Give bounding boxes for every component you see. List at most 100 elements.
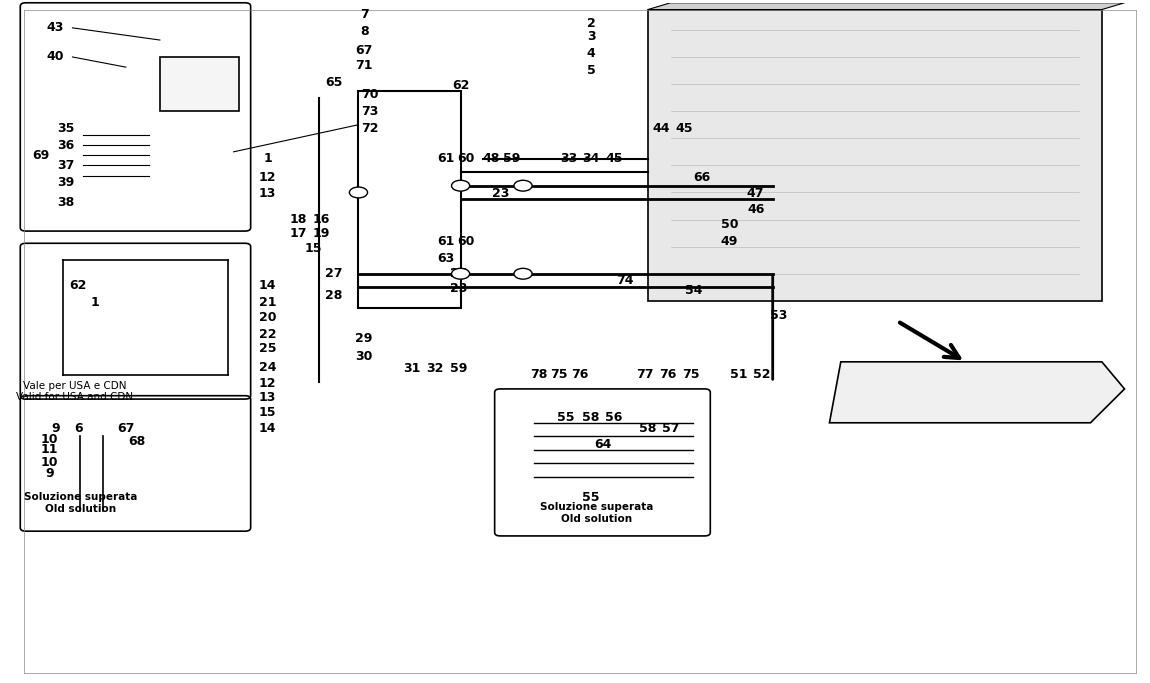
Text: 30: 30 — [355, 350, 373, 363]
Text: 73: 73 — [361, 104, 378, 117]
Text: 12: 12 — [259, 171, 276, 184]
Polygon shape — [647, 3, 1125, 10]
Text: 53: 53 — [769, 309, 787, 322]
Text: 56: 56 — [605, 411, 622, 424]
Text: 12: 12 — [259, 377, 276, 390]
Text: Valid for USA and CDN: Valid for USA and CDN — [16, 392, 133, 402]
Text: 61: 61 — [437, 152, 454, 165]
Text: 75: 75 — [682, 367, 699, 380]
Text: 67: 67 — [117, 421, 135, 434]
Text: 71: 71 — [355, 59, 373, 72]
Text: 66: 66 — [693, 171, 711, 184]
Text: 23: 23 — [492, 187, 509, 200]
Text: 55: 55 — [558, 411, 575, 424]
Text: 36: 36 — [58, 139, 75, 152]
Text: 14: 14 — [259, 421, 276, 434]
Text: 18: 18 — [290, 213, 307, 226]
Text: 45: 45 — [605, 152, 622, 165]
Text: 62: 62 — [452, 79, 469, 92]
Text: 45: 45 — [675, 122, 693, 135]
Text: 9: 9 — [51, 421, 60, 434]
Circle shape — [452, 180, 469, 191]
Text: 24: 24 — [259, 361, 276, 374]
Text: 28: 28 — [324, 289, 343, 302]
Text: 23: 23 — [450, 282, 467, 295]
Text: 15: 15 — [259, 406, 276, 419]
Text: 19: 19 — [313, 227, 330, 240]
Text: Old solution: Old solution — [561, 514, 632, 524]
Text: 31: 31 — [404, 362, 421, 375]
Text: 10: 10 — [41, 456, 59, 469]
Text: 62: 62 — [69, 279, 87, 292]
Text: 77: 77 — [636, 367, 653, 380]
Circle shape — [514, 268, 532, 279]
Text: 39: 39 — [58, 176, 75, 189]
Text: 51: 51 — [730, 367, 748, 380]
Text: 37: 37 — [58, 159, 75, 172]
Text: 60: 60 — [458, 152, 475, 165]
Text: 68: 68 — [129, 435, 146, 448]
Text: 1: 1 — [263, 152, 273, 165]
Text: 61: 61 — [437, 235, 454, 248]
Polygon shape — [829, 362, 1125, 423]
Text: 10: 10 — [41, 433, 59, 446]
Text: 46: 46 — [748, 203, 765, 216]
Text: 49: 49 — [721, 235, 738, 248]
Text: 27: 27 — [324, 267, 343, 280]
Text: 44: 44 — [653, 122, 670, 135]
Text: 32: 32 — [426, 362, 443, 375]
Text: 65: 65 — [324, 76, 343, 89]
Text: 8: 8 — [360, 25, 368, 38]
Text: 55: 55 — [582, 491, 600, 504]
Text: 50: 50 — [721, 219, 738, 232]
Text: 76: 76 — [572, 367, 589, 380]
Text: 58: 58 — [639, 421, 657, 434]
Text: 57: 57 — [661, 421, 680, 434]
Text: 59: 59 — [503, 152, 520, 165]
Text: 52: 52 — [752, 367, 770, 380]
Polygon shape — [647, 10, 1102, 301]
Text: Soluzione superata: Soluzione superata — [540, 503, 653, 512]
Text: 29: 29 — [355, 332, 373, 345]
Text: 9: 9 — [46, 467, 54, 480]
Text: 15: 15 — [305, 242, 322, 255]
Text: 58: 58 — [582, 411, 600, 424]
Text: 40: 40 — [47, 51, 64, 64]
Text: 34: 34 — [582, 152, 600, 165]
Text: 72: 72 — [361, 122, 378, 135]
Text: 5: 5 — [586, 64, 596, 77]
Text: 76: 76 — [660, 367, 677, 380]
Circle shape — [350, 187, 368, 198]
Text: Old solution: Old solution — [45, 504, 116, 514]
Text: 67: 67 — [355, 44, 373, 57]
Text: 54: 54 — [684, 284, 702, 297]
Text: 69: 69 — [32, 149, 49, 162]
Text: 1: 1 — [91, 296, 100, 309]
Text: 26: 26 — [450, 267, 467, 280]
Text: 74: 74 — [616, 274, 634, 287]
Text: 33: 33 — [560, 152, 577, 165]
Text: 59: 59 — [450, 362, 467, 375]
Text: 43: 43 — [47, 21, 64, 34]
Text: 3: 3 — [586, 30, 596, 43]
Text: 7: 7 — [360, 8, 368, 20]
Text: Vale per USA e CDN: Vale per USA e CDN — [23, 380, 126, 391]
Text: 78: 78 — [530, 367, 547, 380]
Text: 60: 60 — [458, 235, 475, 248]
Text: 17: 17 — [290, 227, 307, 240]
Text: 21: 21 — [259, 296, 276, 309]
Text: 63: 63 — [437, 252, 454, 266]
Text: 41: 41 — [194, 79, 212, 92]
Text: 11: 11 — [41, 443, 59, 456]
Text: 42: 42 — [222, 100, 239, 113]
Polygon shape — [160, 57, 239, 111]
Text: 13: 13 — [259, 187, 276, 200]
Text: 22: 22 — [259, 329, 276, 342]
Text: 70: 70 — [361, 87, 378, 100]
Circle shape — [514, 180, 532, 191]
Circle shape — [452, 268, 469, 279]
Text: 75: 75 — [551, 367, 568, 380]
Text: 14: 14 — [259, 279, 276, 292]
Text: 38: 38 — [58, 196, 75, 209]
Text: 25: 25 — [259, 342, 276, 354]
